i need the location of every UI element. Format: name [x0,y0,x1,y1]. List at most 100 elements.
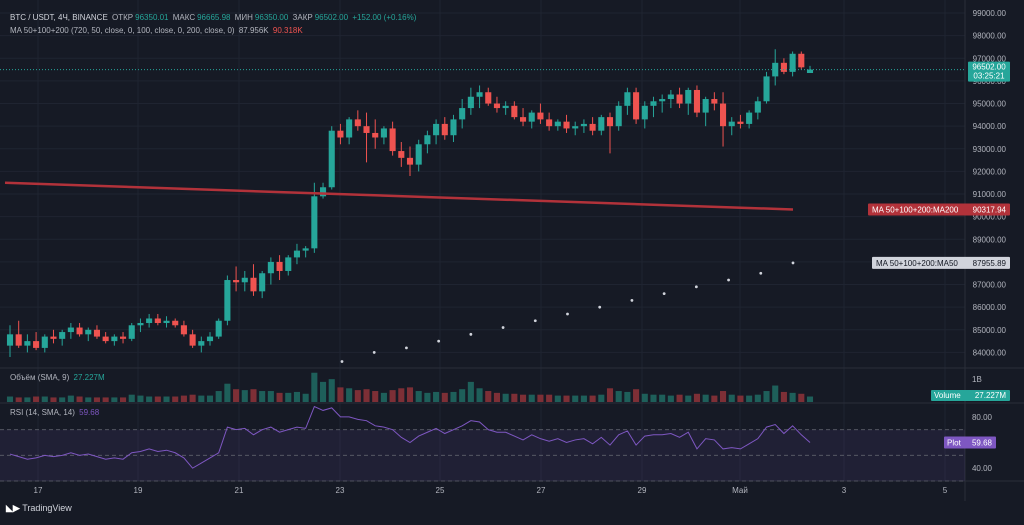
candle-body [354,119,361,127]
price-tick-label: 93000.00 [973,145,1007,154]
volume-bar [702,394,709,402]
volume-bar [546,394,553,402]
ma50-point [759,271,763,275]
volume-bar [633,389,640,402]
ma50-point [469,332,473,336]
volume-value: 27.227M [73,373,105,382]
rsi-label[interactable]: RSI (14, SMA, 14) [10,408,75,417]
ma200-badge[interactable] [868,203,1010,216]
volume-bar [406,387,414,402]
tradingview-logo[interactable]: ◣▶ TradingView [6,503,72,514]
candle-body [111,336,118,342]
ma50-point [662,292,666,295]
symbol-title[interactable]: BTC / USDT, 4Ч, BINANCE [10,13,108,22]
price-tick-label: 91000.00 [973,190,1007,199]
rsi-value: 59.68 [79,408,100,417]
candle-body [511,105,518,118]
ma200-value: 90.318K [272,26,303,35]
rsi-badge[interactable] [944,436,996,449]
ma50-point [533,319,537,323]
candle-body [720,103,727,127]
candle-body [154,318,161,324]
volume-bar [137,395,144,402]
candle-body [128,325,135,339]
legend-ma-row: MA 50+100+200 (720, 50, close, 0, 100, c… [10,26,305,35]
ma50-point [340,360,344,363]
volume-bar [224,383,231,402]
volume-bar [606,388,614,402]
volume-bar [415,391,422,402]
volume-bar [459,389,466,402]
candle-body [363,126,370,133]
volume-bar [206,395,214,402]
time-tick-label: 27 [537,486,546,495]
candle-body [772,62,779,77]
volume-bar [511,393,518,402]
volume-bar [789,392,796,402]
candle-body [320,187,327,197]
candle-body [406,157,414,165]
candle-body [606,117,614,127]
candle-body [380,128,387,138]
low-value: 96350.00 [254,13,289,22]
ma50-badge[interactable] [872,256,1010,269]
volume-bar [15,397,22,402]
volume-badge[interactable] [931,390,1010,401]
volume-bar [241,390,248,402]
volume-bar [798,393,805,402]
current-price-badge[interactable] [968,61,1010,82]
candle-body [24,341,31,346]
candle-countdown: 03:25:21 [973,72,1005,81]
volume-bar [111,397,118,402]
candle-body [433,123,440,136]
candle-body [389,128,396,152]
candle-body [180,325,187,335]
price-tick-label: 85000.00 [973,326,1007,335]
candle-body [528,112,535,122]
candle-body [641,105,648,120]
candle-body [67,327,74,333]
volume-bar [233,389,240,402]
price-tick-label: 87000.00 [973,281,1007,290]
volume-bar [302,393,309,402]
volume-bar [276,392,283,402]
candle-body [372,132,379,138]
volume-bar [754,394,761,402]
volume-bar [189,394,196,402]
candle-body [215,320,222,337]
volume-bar [806,396,814,402]
candle-body [693,89,700,113]
candle-body [346,119,353,138]
candle-body [224,280,231,321]
volume-label[interactable]: Объём (SMA, 9) [10,373,70,382]
volume-bar [380,392,387,402]
volume-bar [311,372,318,402]
volume-bar [554,395,561,402]
candle-body [267,261,274,274]
ma50-point [501,326,505,329]
candle-body [259,273,266,292]
candle-body [685,89,692,104]
ma50-point [630,298,634,302]
ma50-value: 87.956K [238,26,269,35]
volume-bar [85,397,92,402]
volume-bar [59,397,66,402]
price-tick-label: 97000.00 [973,54,1007,63]
candle-body [580,123,587,127]
volume-bar [485,391,492,402]
candle-body [172,320,179,326]
volume-badge-value: 27.227M [975,391,1006,400]
candle-body [746,112,753,124]
ma50-point [694,285,698,289]
candle-body [206,336,214,342]
volume-bar [572,395,579,402]
volume-bar [685,395,692,402]
volume-bar [493,392,500,402]
ma-label[interactable]: MA 50+100+200 (720, 50, close, 0, 100, c… [10,26,235,35]
volume-bar [259,391,266,402]
candle-body [137,323,144,326]
rsi-band [0,429,965,481]
candle-body [563,121,570,129]
